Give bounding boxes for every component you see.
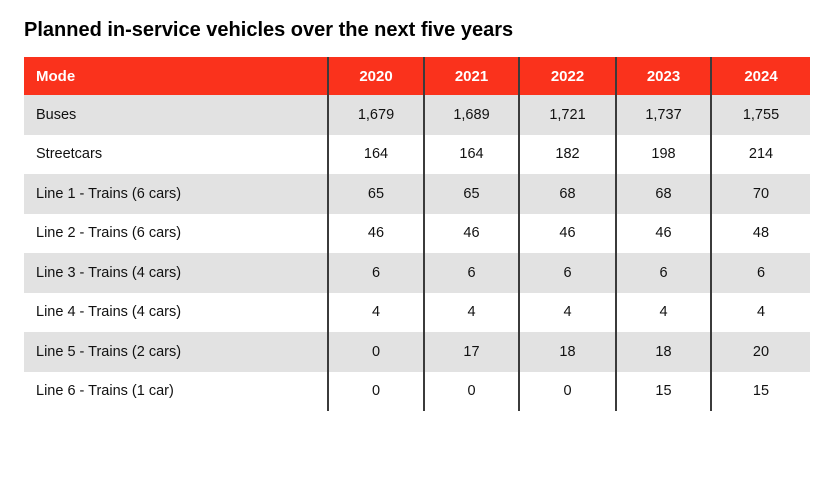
column-header-year: 2024 — [712, 57, 810, 95]
column-header-year: 2021 — [425, 57, 520, 95]
table-row: Line 1 - Trains (6 cars) 65 65 68 68 70 — [24, 174, 810, 214]
table-row: Buses 1,679 1,689 1,721 1,737 1,755 — [24, 95, 810, 135]
value-cell: 1,737 — [617, 95, 712, 135]
value-cell: 4 — [520, 292, 617, 332]
table-row: Line 2 - Trains (6 cars) 46 46 46 46 48 — [24, 213, 810, 253]
mode-cell: Line 1 - Trains (6 cars) — [24, 174, 329, 214]
value-cell: 1,755 — [712, 95, 810, 135]
value-cell: 0 — [329, 332, 425, 372]
value-cell: 1,679 — [329, 95, 425, 135]
value-cell: 15 — [617, 371, 712, 411]
value-cell: 182 — [520, 134, 617, 174]
column-header-year: 2022 — [520, 57, 617, 95]
mode-cell: Line 4 - Trains (4 cars) — [24, 292, 329, 332]
vehicles-table: Mode 2020 2021 2022 2023 2024 Buses 1,679 1,689 1… — [24, 57, 810, 411]
table-row: Line 5 - Trains (2 cars) 0 17 18 18 20 — [24, 332, 810, 372]
value-cell: 164 — [425, 134, 520, 174]
mode-cell: Line 5 - Trains (2 cars) — [24, 332, 329, 372]
value-cell: 6 — [520, 253, 617, 293]
value-cell: 17 — [425, 332, 520, 372]
value-cell: 46 — [520, 213, 617, 253]
mode-cell: Line 3 - Trains (4 cars) — [24, 253, 329, 293]
value-cell: 46 — [425, 213, 520, 253]
value-cell: 20 — [712, 332, 810, 372]
table-row: Line 4 - Trains (4 cars) 4 4 4 4 4 — [24, 292, 810, 332]
value-cell: 0 — [425, 371, 520, 411]
value-cell: 4 — [425, 292, 520, 332]
mode-cell: Streetcars — [24, 134, 329, 174]
mode-cell: Line 2 - Trains (6 cars) — [24, 213, 329, 253]
column-header-mode: Mode — [24, 57, 329, 95]
value-cell: 6 — [712, 253, 810, 293]
value-cell: 6 — [425, 253, 520, 293]
value-cell: 65 — [425, 174, 520, 214]
value-cell: 214 — [712, 134, 810, 174]
mode-cell: Buses — [24, 95, 329, 135]
value-cell: 18 — [520, 332, 617, 372]
value-cell: 4 — [617, 292, 712, 332]
value-cell: 0 — [520, 371, 617, 411]
table-row: Line 6 - Trains (1 car) 0 0 0 15 15 — [24, 371, 810, 411]
value-cell: 46 — [329, 213, 425, 253]
value-cell: 65 — [329, 174, 425, 214]
value-cell: 4 — [712, 292, 810, 332]
value-cell: 15 — [712, 371, 810, 411]
value-cell: 46 — [617, 213, 712, 253]
value-cell: 1,721 — [520, 95, 617, 135]
value-cell: 4 — [329, 292, 425, 332]
value-cell: 6 — [617, 253, 712, 293]
value-cell: 6 — [329, 253, 425, 293]
value-cell: 1,689 — [425, 95, 520, 135]
value-cell: 164 — [329, 134, 425, 174]
value-cell: 0 — [329, 371, 425, 411]
value-cell: 68 — [520, 174, 617, 214]
column-header-year: 2023 — [617, 57, 712, 95]
page-title: Planned in-service vehicles over the nex… — [24, 19, 514, 41]
value-cell: 70 — [712, 174, 810, 214]
table-header-row: Mode 2020 2021 2022 2023 2024 — [24, 57, 810, 95]
table-row: Line 3 - Trains (4 cars) 6 6 6 6 6 — [24, 253, 810, 293]
value-cell: 48 — [712, 213, 810, 253]
mode-cell: Line 6 - Trains (1 car) — [24, 371, 329, 411]
value-cell: 18 — [617, 332, 712, 372]
value-cell: 198 — [617, 134, 712, 174]
value-cell: 68 — [617, 174, 712, 214]
column-header-year: 2020 — [329, 57, 425, 95]
table-row: Streetcars 164 164 182 198 214 — [24, 134, 810, 174]
